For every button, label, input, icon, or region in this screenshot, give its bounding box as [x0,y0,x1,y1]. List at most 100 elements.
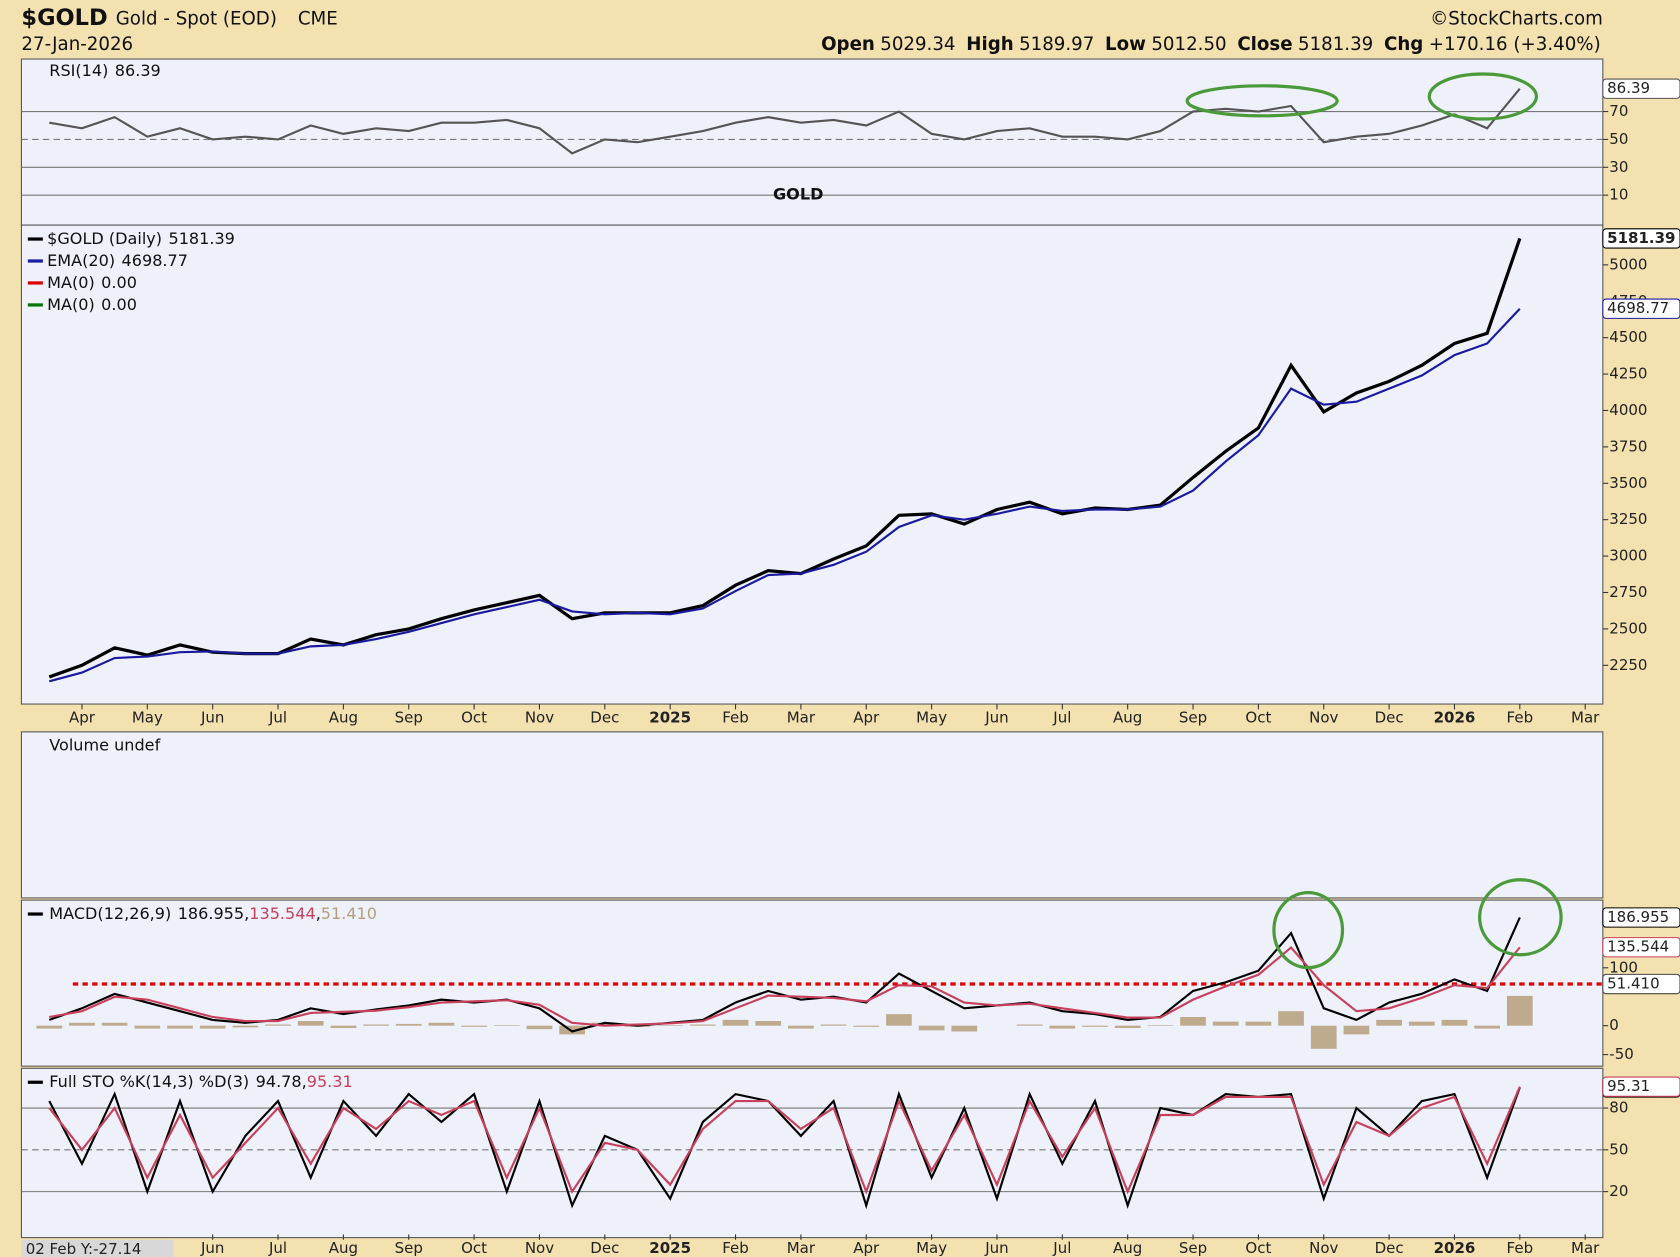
x-tick-label: Nov [1309,708,1338,726]
ohlc-label: High [966,34,1013,55]
series-value: 86.39 [115,60,161,79]
y-tick-label: 10 [1609,186,1628,204]
date: 27-Jan-2026 [21,34,133,55]
x-tick-label: Feb [1507,708,1534,726]
y-tick-label: 3750 [1609,437,1647,455]
series-name: RSI(14) [49,60,108,79]
histogram-bar [1376,1019,1402,1026]
y-tick-label: 2250 [1609,656,1647,674]
histogram-bar [1278,1011,1304,1026]
legend-value: 0.00 [101,272,137,291]
x-tick-label: Sep [1179,708,1207,726]
panel-title: MACD(12,26,9) 186.955,135.544,51.410 [49,904,377,923]
ohlc-label: Low [1105,34,1146,55]
symbol: $GOLD [21,5,107,31]
last-value-label: 4698.77 [1607,299,1669,317]
x-tick-label: Aug [329,1239,358,1257]
histogram-bar [1506,995,1533,1026]
histogram-bar [395,1023,422,1026]
x-tick-label: Dec [1375,708,1404,726]
x-tick-label: Feb [722,708,749,726]
x-tick-label: Oct [1245,1239,1271,1257]
series-line [48,1087,1521,1210]
histogram-bar [1343,1025,1370,1035]
last-value-tag [1602,973,1680,995]
histogram-bar [265,1024,291,1026]
histogram-bar [722,1019,749,1026]
x-tick-label: Aug [1113,708,1142,726]
histogram-bar [1049,1025,1076,1029]
series-line [48,1086,1521,1195]
histogram-bar [1082,1025,1108,1027]
x-tick-label: Mar [787,1239,816,1257]
ohlc-label: Open [821,34,875,55]
x-tick-label: Dec [590,1239,619,1257]
x-tick-label: Nov [525,1239,554,1257]
y-tick-label: -50 [1609,1045,1634,1063]
last-value-label: 186.955 [1607,908,1669,926]
x-tick-label: May [132,708,163,726]
separator: , [302,1072,307,1091]
histogram-bar [134,1025,161,1029]
panel-title: RSI(14) 86.39 [49,60,160,79]
histogram-bar [297,1021,324,1026]
histogram-bar [493,1025,520,1026]
y-tick-label: 100 [1609,958,1638,976]
panel-title: Full STO %K(14,3) %D(3) 94.78,95.31 [49,1072,352,1091]
ohlc-value: 5029.34 [880,34,955,55]
histogram-bar [330,1025,357,1028]
series-line [49,307,1521,683]
x-tick-label: 2025 [649,1239,691,1257]
y-tick-label: 50 [1609,1140,1628,1158]
legend-value: 0.00 [101,294,137,313]
y-tick-label: 4500 [1609,328,1647,346]
histogram-bar [788,1025,814,1029]
histogram-bar [1212,1021,1239,1026]
x-tick-label: Sep [395,708,423,726]
ohlc-value: 5012.50 [1151,34,1226,55]
histogram-bar [951,1025,978,1032]
y-tick-label: 30 [1609,158,1628,176]
series-line [49,946,1521,1027]
legend-entry: MA(0) 0.00 [47,272,137,291]
histogram-bar [1245,1021,1272,1026]
x-tick-label: Jun [200,708,224,726]
x-tick-label: Apr [853,1239,880,1257]
histogram-bar [755,1021,782,1026]
separator: , [244,904,249,923]
ohlc-summary: Open 5029.34 High 5189.97 Low 5012.50 Close 518… [821,34,1601,55]
series-value: 51.410 [321,904,377,923]
x-tick-label: Mar [1571,708,1600,726]
x-tick-label: Jul [268,708,287,726]
y-tick-label: 4250 [1609,365,1647,383]
x-tick-label: Mar [787,708,816,726]
series-value: 94.78 [256,1072,302,1091]
y-tick-label: 70 [1609,102,1628,120]
x-tick-label: 2026 [1434,708,1476,726]
histogram-bar [167,1025,193,1029]
x-tick-label: Sep [1179,1239,1207,1257]
x-tick-label: Aug [329,708,358,726]
x-tick-label: May [916,1239,947,1257]
x-tick-label: Nov [1309,1239,1338,1257]
histogram-bar [232,1025,259,1028]
last-value-tag [1602,298,1680,319]
series-line [48,237,1522,679]
x-tick-label: Feb [722,1239,749,1257]
histogram-bar [1016,1024,1043,1026]
x-tick-label: Mar [1571,1239,1600,1257]
y-tick-label: 5000 [1609,255,1647,273]
x-tick-label: Jul [1052,708,1071,726]
last-value-label: 5181.39 [1607,229,1675,247]
x-tick-label: Nov [525,708,554,726]
histogram-bar [591,1022,618,1026]
x-tick-label: Feb [1507,1239,1534,1257]
annotation: GOLD [773,185,823,204]
instrument-name: Gold - Spot (EOD) [116,8,277,29]
last-value-label: 135.544 [1607,938,1669,956]
panel-title: Volume undef [49,735,160,754]
highlight-ellipse [1185,84,1339,118]
histogram-bar [101,1022,128,1026]
histogram-bar [461,1025,487,1027]
panel [20,224,1604,705]
